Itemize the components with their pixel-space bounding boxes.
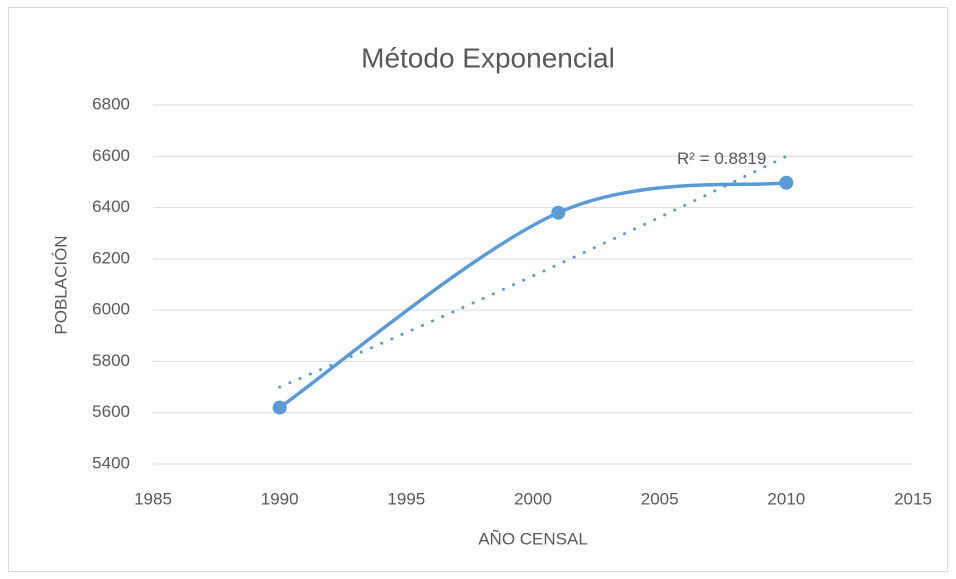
- y-tick-label: 6200: [92, 248, 130, 267]
- x-tick-label: 1990: [261, 489, 299, 508]
- x-tick-label: 1995: [387, 489, 425, 508]
- y-tick-label: 6800: [92, 94, 130, 113]
- y-axis-label: POBLACIÓN: [51, 235, 70, 334]
- trendline: [278, 154, 788, 389]
- x-axis-label: AÑO CENSAL: [478, 529, 588, 548]
- y-tick-label: 6600: [92, 146, 130, 165]
- x-tick-label: 2005: [641, 489, 679, 508]
- series-line: [277, 180, 789, 410]
- x-tick-label: 1985: [134, 489, 172, 508]
- chart-frame: [8, 7, 948, 572]
- marker: [779, 175, 794, 190]
- x-tick-label: 2010: [767, 489, 805, 508]
- y-tick-label: 6400: [92, 197, 130, 216]
- y-tick-label: 5400: [92, 453, 130, 472]
- marker: [551, 205, 566, 220]
- marker: [272, 400, 287, 415]
- y-tick-label: 5800: [92, 351, 130, 370]
- y-tick-label: 6000: [92, 300, 130, 319]
- x-tick-label: 2000: [514, 489, 552, 508]
- y-tick-label: 5600: [92, 402, 130, 421]
- chart-title: Método Exponencial: [361, 42, 615, 73]
- trendline-label: R² = 0.8819: [677, 149, 766, 168]
- x-tick-label: 2015: [894, 489, 932, 508]
